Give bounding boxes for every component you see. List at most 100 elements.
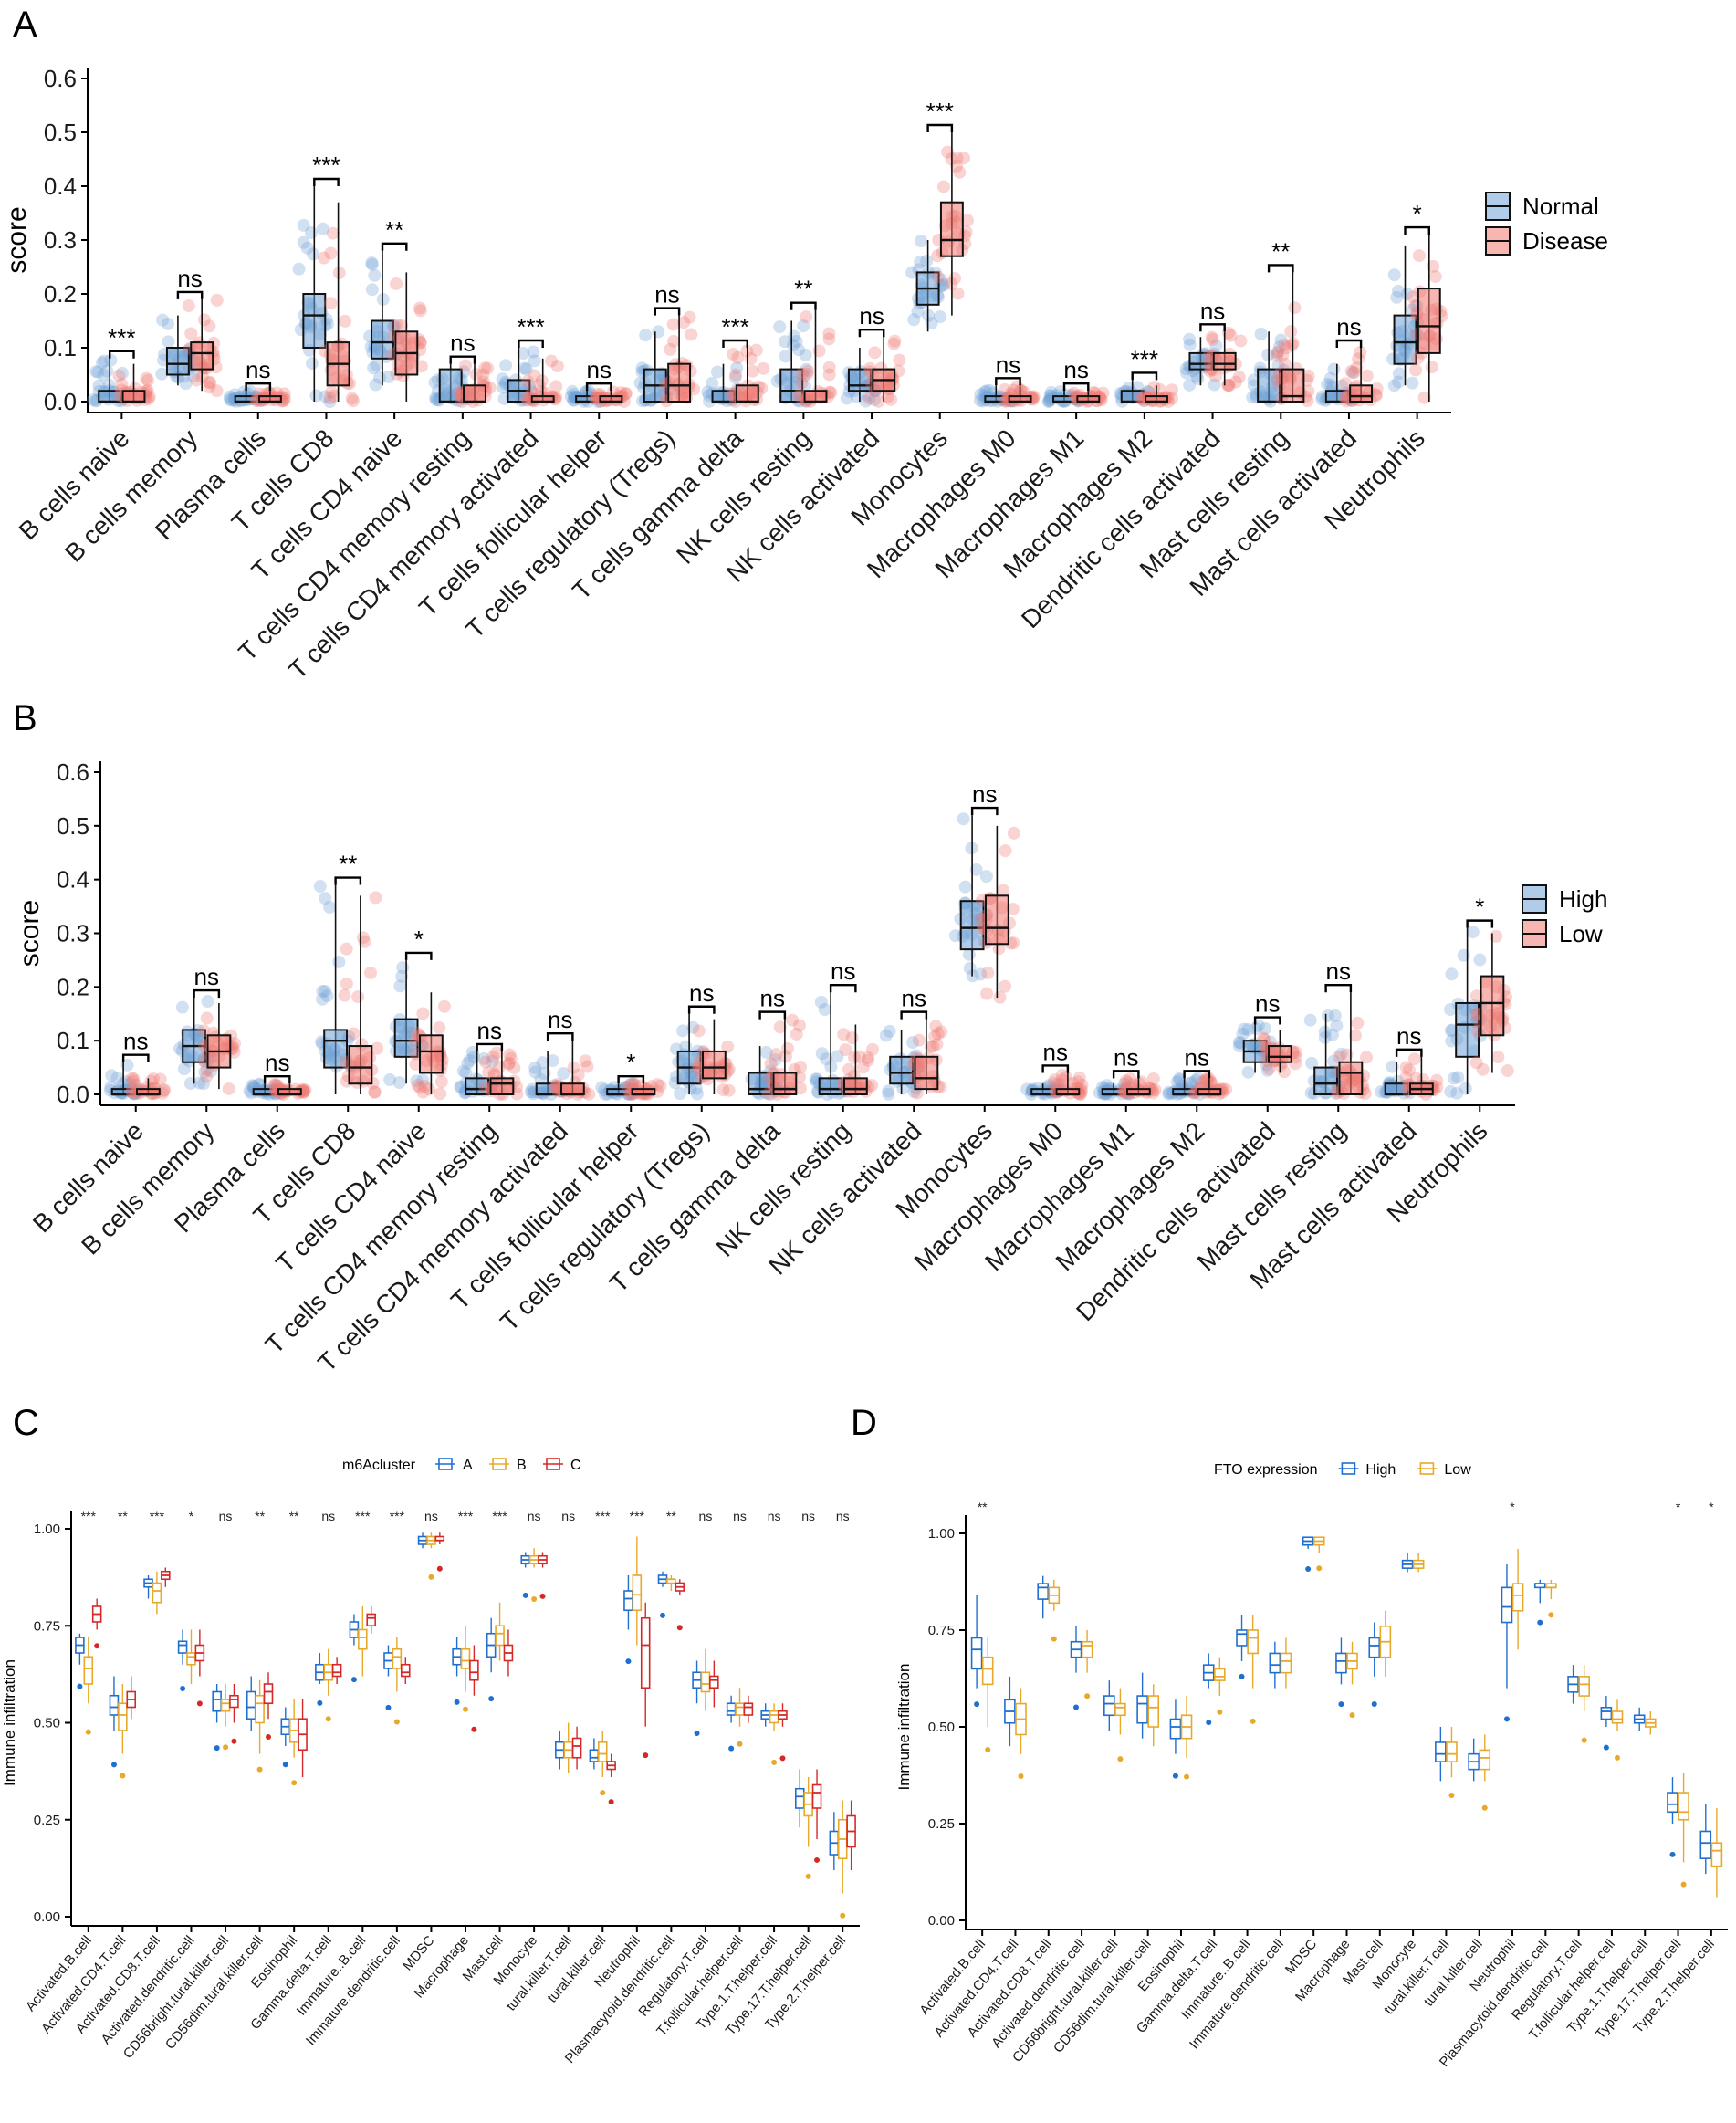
data-point — [1162, 1085, 1176, 1099]
data-point — [1360, 369, 1374, 382]
data-point — [1466, 926, 1480, 939]
data-point — [848, 1051, 862, 1064]
data-point — [1369, 389, 1383, 403]
data-point — [815, 1047, 829, 1061]
box — [1281, 368, 1305, 403]
data-point — [481, 361, 495, 375]
bracket-line — [722, 339, 748, 348]
data-point — [175, 1000, 189, 1014]
data-point — [1417, 391, 1431, 404]
data-point — [1006, 902, 1020, 915]
data-point — [905, 266, 919, 279]
data-point — [1491, 1051, 1505, 1064]
outlier-point — [1217, 1709, 1223, 1715]
data-point — [502, 1057, 516, 1071]
box — [842, 1077, 868, 1095]
outlier-point — [1349, 1712, 1355, 1719]
data-point — [683, 310, 696, 324]
box-low-cd56dim-tural-killer-cell — [1147, 1684, 1160, 1747]
data-point — [689, 1082, 703, 1095]
data-point — [524, 1085, 538, 1099]
significance-bracket: ** — [381, 216, 408, 251]
significance-label: ns — [733, 1509, 747, 1523]
box-c-neutrophil — [640, 1602, 651, 1759]
data-point — [1055, 1069, 1069, 1082]
data-point — [182, 299, 195, 313]
data-point — [667, 334, 681, 348]
data-point — [936, 277, 950, 291]
data-point — [788, 329, 801, 343]
data-point — [820, 1052, 833, 1066]
significance-bracket: ns — [1112, 1043, 1140, 1079]
data-point — [666, 318, 680, 331]
significance-label: *** — [312, 152, 340, 179]
data-point — [1334, 1047, 1348, 1061]
box-normal-macrophages-m2 — [1114, 380, 1155, 408]
box-a-neutrophil — [623, 1575, 633, 1665]
legend-label-high: High — [1559, 885, 1607, 913]
outlier-point — [471, 1726, 477, 1732]
data-point — [859, 394, 873, 408]
data-point — [434, 1087, 447, 1101]
data-point — [309, 389, 323, 403]
data-point — [1072, 1071, 1086, 1084]
box-normal-b-cells-naive — [87, 353, 131, 408]
data-point — [998, 382, 1011, 396]
box-low-plasma-cells — [268, 1077, 312, 1101]
data-point — [483, 381, 497, 394]
data-point — [997, 884, 1010, 897]
box-low-activated-dendritic-cell — [1081, 1630, 1093, 1699]
outlier-point — [1172, 1773, 1178, 1779]
box — [1417, 288, 1441, 354]
box-low-activated-cd8-t-cell — [1048, 1579, 1061, 1642]
data-point — [1444, 1024, 1458, 1038]
data-point — [414, 360, 428, 373]
data-point — [153, 1072, 167, 1086]
bracket-line — [585, 382, 612, 392]
data-point — [297, 218, 310, 232]
data-point — [1202, 350, 1216, 363]
data-point — [1274, 333, 1288, 347]
outlier-point — [85, 1729, 91, 1735]
box-high-monocyte — [1401, 1553, 1414, 1573]
significance-bracket: ns — [121, 1028, 150, 1062]
data-point — [651, 1078, 664, 1092]
box-low-immature-b-cell — [1247, 1615, 1259, 1724]
data-point — [571, 1068, 585, 1082]
box — [1349, 384, 1374, 403]
bracket-line — [900, 1010, 928, 1020]
significance-label: ns — [219, 1509, 233, 1523]
data-point — [371, 1041, 384, 1055]
significance-label: ns — [450, 329, 475, 357]
data-point — [861, 1053, 874, 1067]
box — [1710, 1842, 1723, 1867]
significance-label: ns — [972, 780, 997, 808]
data-point — [1223, 379, 1237, 392]
data-point — [928, 1030, 942, 1043]
significance-label: ns — [859, 302, 884, 329]
data-point — [463, 1053, 476, 1067]
data-point — [1323, 379, 1337, 392]
data-point — [822, 332, 836, 346]
data-point — [368, 268, 382, 282]
box-c-cd56dim-tural-killer-cell — [263, 1672, 274, 1741]
box-low-type-1-t-helper-cell — [1644, 1711, 1657, 1735]
significance-bracket: ns — [245, 356, 272, 392]
data-point — [957, 152, 971, 165]
outlier-point — [1448, 1793, 1455, 1799]
significance-label: *** — [390, 1509, 405, 1523]
box-low-eosinophil — [1180, 1696, 1193, 1780]
legend-label-a: A — [463, 1458, 473, 1473]
y-tick-label: 0.3 — [57, 920, 89, 947]
significance-label: ** — [794, 276, 812, 303]
box — [794, 1787, 805, 1809]
significance-bracket: ns — [1183, 1043, 1211, 1079]
data-point — [1051, 1078, 1064, 1092]
legend-label-b: B — [517, 1458, 527, 1473]
outlier-point — [643, 1752, 649, 1759]
data-point — [486, 1054, 499, 1068]
box-b-tural-killer-t-cell — [563, 1722, 573, 1773]
outlier-point — [488, 1696, 495, 1702]
bracket-line — [858, 329, 885, 338]
outlier-point — [728, 1745, 735, 1752]
